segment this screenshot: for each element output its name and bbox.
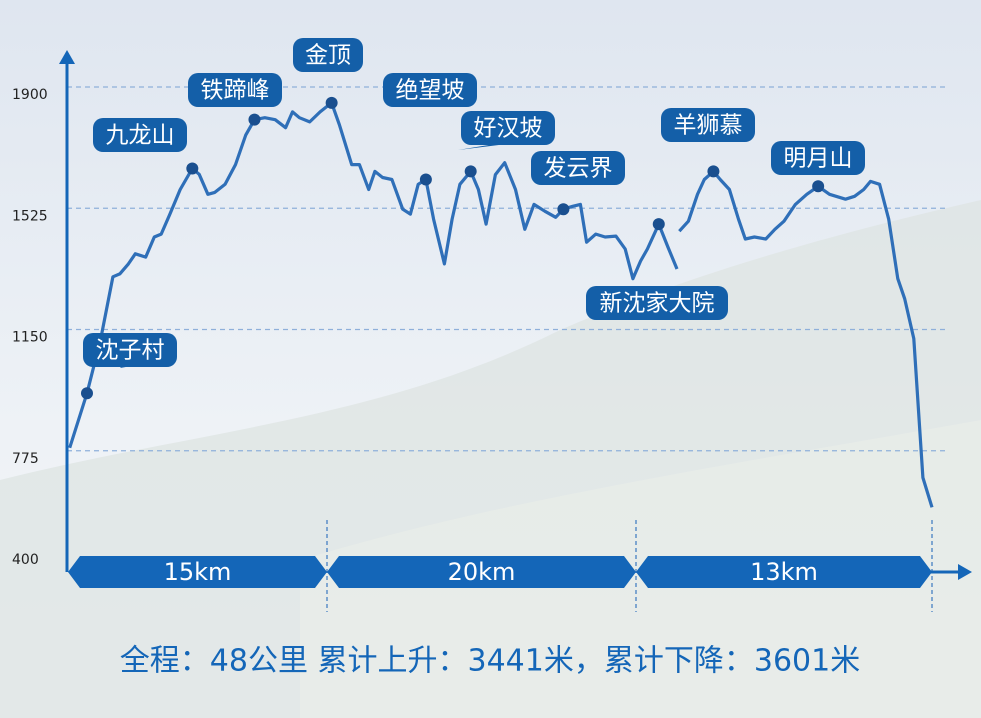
waypoint <box>652 218 665 231</box>
waypoint-label: 明月山 <box>784 146 853 172</box>
waypoint <box>557 203 570 216</box>
segment-label: 20km <box>448 558 516 586</box>
label-box <box>771 141 865 175</box>
label-box <box>661 108 755 142</box>
waypoint-label: 好汉坡 <box>474 116 543 142</box>
y-tick-label: 1525 <box>12 208 48 224</box>
label-box <box>586 286 728 320</box>
waypoint-label: 新沈家大院 <box>600 291 715 317</box>
waypoint-label: 金顶 <box>305 43 351 69</box>
y-axis-arrow <box>59 50 75 64</box>
x-axis-arrow <box>958 564 972 580</box>
waypoint <box>419 173 432 186</box>
segment-band <box>636 556 932 588</box>
y-tick-label: 1900 <box>12 87 48 103</box>
waypoint <box>812 180 825 193</box>
label-box <box>531 151 625 185</box>
summary: 全程：48公里 累计上升：3441米，累计下降：3601米 <box>120 644 860 679</box>
y-tick-label: 1150 <box>12 330 48 346</box>
waypoint <box>707 165 720 178</box>
waypoint <box>464 165 477 178</box>
label-box <box>293 38 363 72</box>
segment-band <box>68 556 327 588</box>
waypoint <box>325 96 338 109</box>
label-box <box>383 73 477 107</box>
waypoint-label: 发云界 <box>544 156 613 182</box>
waypoint <box>186 162 199 175</box>
waypoint <box>80 387 93 400</box>
label-box <box>188 73 282 107</box>
segment-label: 15km <box>164 558 232 586</box>
label-box <box>93 118 187 152</box>
y-tick-label: 400 <box>12 552 39 568</box>
segment-label: 13km <box>750 558 818 586</box>
waypoint-label: 绝望坡 <box>396 78 465 104</box>
waypoint <box>248 113 261 126</box>
waypoint-label: 羊狮慕 <box>674 113 743 139</box>
label-box <box>83 333 177 367</box>
waypoint-label: 沈子村 <box>96 338 165 364</box>
segment-band <box>327 556 636 588</box>
waypoint-label: 九龙山 <box>106 123 175 149</box>
y-tick-label: 775 <box>12 451 39 467</box>
waypoint-label: 铁蹄峰 <box>201 78 270 104</box>
label-box <box>461 111 555 145</box>
